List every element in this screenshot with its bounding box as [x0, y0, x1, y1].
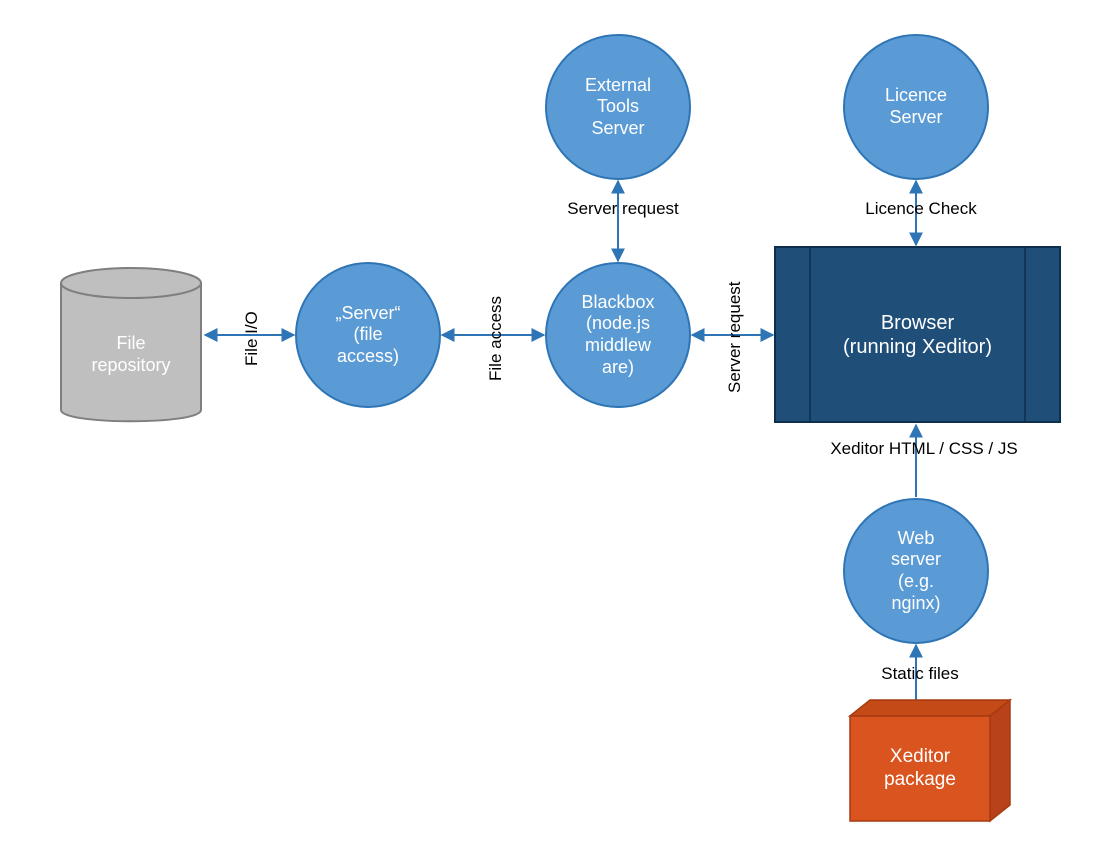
edge-label-server-request-ext: Server request: [558, 200, 688, 219]
architecture-diagram: [0, 0, 1113, 862]
node-external-tools-server: [546, 35, 690, 179]
node-browser: [775, 247, 1060, 422]
edge-label-server-request-browser: Server request: [726, 282, 745, 394]
node-xeditor-package: [850, 700, 1010, 821]
edge-label-file-io: File I/O: [243, 311, 262, 366]
node-server: [296, 263, 440, 407]
node-web-server: [844, 499, 988, 643]
edge-label-static-files: Static files: [870, 665, 970, 684]
node-blackbox: [546, 263, 690, 407]
edge-label-licence-check: Licence Check: [856, 200, 986, 219]
edge-label-file-access: File access: [487, 296, 506, 381]
node-licence-server: [844, 35, 988, 179]
node-file-repository: [61, 268, 201, 421]
edge-label-xeditor-assets: Xeditor HTML / CSS / JS: [814, 440, 1034, 459]
